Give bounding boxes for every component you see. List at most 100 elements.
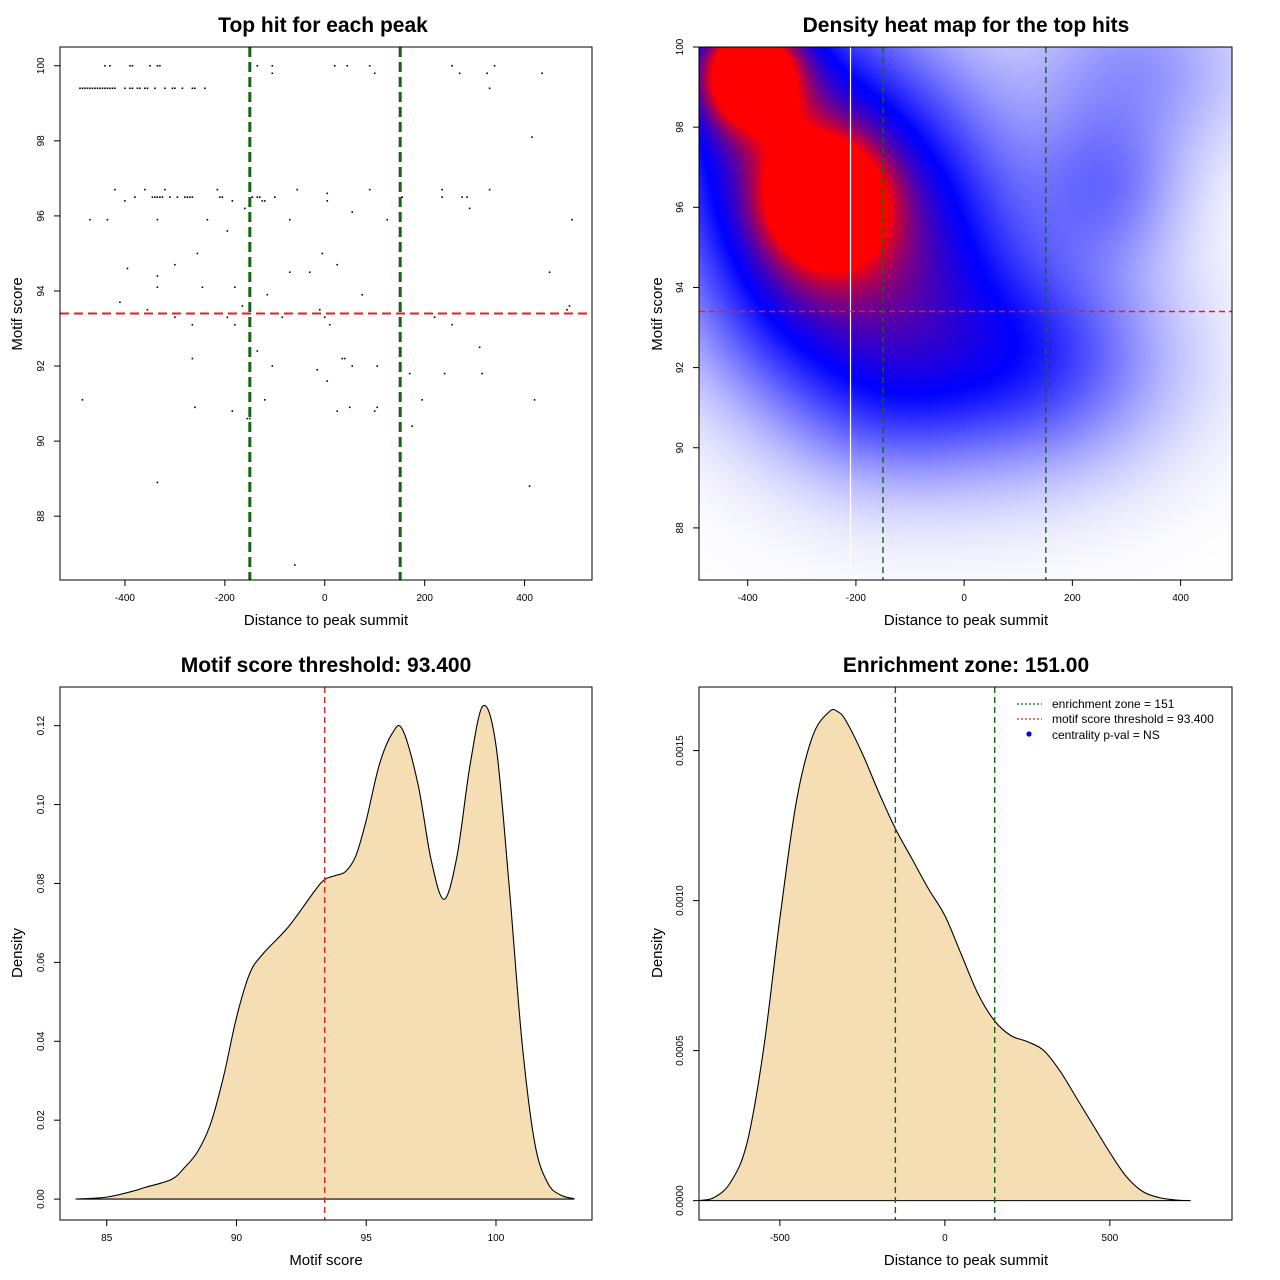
scatter-point — [144, 87, 146, 90]
scatter-points — [79, 64, 573, 566]
heatmap-raster — [699, 47, 1232, 580]
scatter-point — [568, 305, 571, 307]
scatter-point — [194, 406, 196, 409]
heatmap-y-axis: 88 90 92 94 96 98 100 — [675, 38, 699, 533]
scatter-point — [493, 64, 496, 67]
x-tick-label: 200 — [416, 593, 433, 604]
heatmap-panel: Density heat map for the top hits -400 -2… — [649, 14, 1233, 629]
scatter-point — [308, 271, 311, 274]
scatter-point — [373, 72, 376, 75]
scatter-point — [411, 425, 413, 427]
y-tick-label: 0.0000 — [675, 1185, 686, 1216]
scatter-point — [149, 64, 151, 67]
scatter-point — [328, 323, 331, 326]
scatter-point — [171, 87, 174, 90]
scatter-point — [134, 196, 136, 198]
scatter-point — [101, 87, 104, 90]
scatter-point — [106, 87, 109, 90]
y-tick-label: 92 — [675, 362, 686, 374]
scatter-point — [376, 365, 379, 367]
x-tick-label: 0 — [942, 1233, 948, 1244]
scatter-point — [126, 267, 129, 270]
scatter-point — [191, 357, 194, 360]
scatter-point — [548, 271, 551, 274]
y-tick-label: 0.0005 — [675, 1035, 686, 1066]
scatter-point — [131, 87, 134, 90]
scatter-point — [256, 64, 259, 67]
y-tick-label: 0.02 — [36, 1110, 47, 1130]
scatter-point — [89, 218, 91, 221]
scatter-point — [156, 286, 159, 289]
scatter-panel: Top hit for each peak -400 -200 0 200 400 88… — [9, 14, 593, 629]
scatter-point — [326, 192, 329, 195]
scatter-point — [191, 87, 194, 90]
scatter-point — [174, 87, 176, 90]
scatter-point — [264, 399, 266, 401]
scatter-point — [251, 196, 254, 198]
scatter-point — [164, 188, 166, 191]
score-density-title: Motif score threshold: 93.400 — [181, 654, 472, 677]
y-tick-label: 96 — [36, 210, 47, 222]
scatter-point — [131, 64, 134, 67]
scatter-point — [244, 207, 246, 210]
scatter-point — [346, 64, 349, 67]
scatter-point — [89, 87, 91, 90]
scatter-point — [296, 188, 299, 191]
scatter-point — [104, 87, 106, 90]
legend-label: enrichment zone = 151 — [1052, 697, 1175, 711]
scatter-point — [96, 87, 99, 90]
scatter-point — [341, 357, 344, 360]
y-tick-label: 0.08 — [36, 873, 47, 893]
score-plot-frame — [59, 686, 593, 1221]
scatter-point — [124, 200, 126, 202]
y-tick-label: 98 — [675, 121, 686, 133]
scatter-point — [246, 417, 249, 420]
x-tick-label: -400 — [738, 593, 758, 604]
scatter-point — [114, 87, 116, 90]
scatter-point — [114, 188, 116, 191]
scatter-point — [226, 316, 229, 319]
scatter-point — [528, 485, 531, 487]
scatter-point — [348, 406, 351, 409]
scatter-point — [333, 64, 336, 67]
scatter-point — [326, 380, 329, 382]
scatter-point — [288, 218, 291, 221]
distance-plot-frame — [698, 686, 1233, 1221]
scatter-point — [181, 87, 184, 90]
scatter-point — [571, 218, 573, 221]
scatter-point — [201, 286, 204, 289]
scatter-point — [194, 87, 196, 90]
scatter-point — [156, 481, 159, 484]
scatter-x-axis: -400 -200 0 200 400 — [115, 580, 533, 604]
scatter-point — [99, 87, 101, 90]
scatter-point — [316, 369, 319, 371]
y-tick-label: 0.00 — [36, 1189, 47, 1209]
scatter-point — [91, 87, 94, 90]
distance-density-area — [698, 708, 1191, 1202]
legend-item-enrichment-zone: enrichment zone = 151 — [1017, 697, 1175, 711]
score-x-axis: 85 90 95 100 — [101, 1220, 505, 1244]
heatmap-ylabel: Motif score — [649, 277, 666, 350]
scatter-point — [441, 188, 443, 191]
scatter-point — [458, 72, 461, 75]
x-tick-label: -500 — [770, 1233, 790, 1244]
y-tick-label: 0.06 — [36, 952, 47, 972]
scatter-point — [451, 323, 453, 326]
scatter-point — [79, 87, 81, 90]
scatter-point — [84, 87, 86, 90]
scatter-point — [104, 64, 106, 67]
scatter-point — [241, 305, 244, 307]
y-tick-label: 0.04 — [36, 1031, 47, 1051]
scatter-point — [129, 64, 131, 67]
scatter-point — [174, 316, 176, 319]
scatter-point — [259, 196, 261, 198]
legend-label: centrality p-val = NS — [1052, 728, 1160, 742]
y-tick-label: 94 — [675, 281, 686, 293]
x-tick-label: -400 — [115, 593, 135, 604]
scatter-point — [466, 196, 468, 198]
legend-label: motif score threshold = 93.400 — [1052, 712, 1214, 726]
scatter-point — [159, 196, 161, 198]
x-tick-label: 200 — [1064, 593, 1081, 604]
y-tick-label: 96 — [675, 201, 686, 213]
